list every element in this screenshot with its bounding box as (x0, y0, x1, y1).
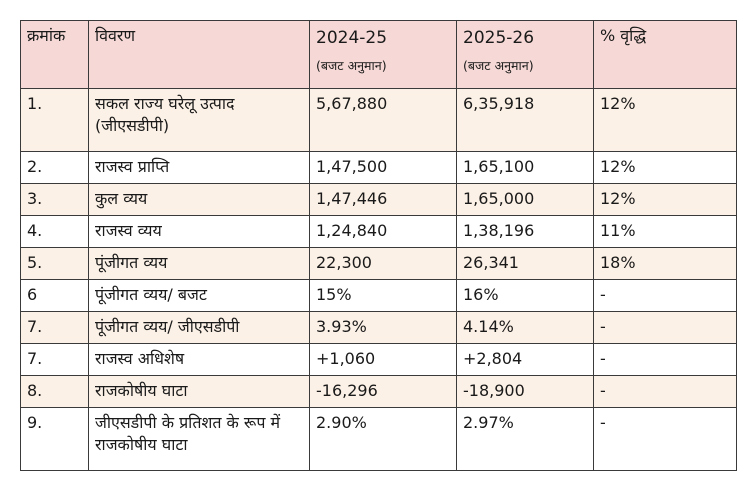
cell-growth: - (593, 375, 737, 408)
cell-growth: - (593, 311, 737, 344)
cell-2025-26: 26,341 (456, 247, 594, 280)
table-row: 4. राजस्व व्यय 1,24,840 1,38,196 11% (20, 215, 737, 248)
cell-item: राजस्व अधिशेष (88, 343, 310, 376)
cell-growth: - (593, 279, 737, 312)
table-row: 2. राजस्व प्राप्ति 1,47,500 1,65,100 12% (20, 151, 737, 184)
table-row: 6 पूंजीगत व्यय/ बजट 15% 16% - (20, 279, 737, 312)
cell-growth: 12% (593, 151, 737, 184)
cell-2024-25: 2.90% (309, 407, 457, 471)
cell-2024-25: 5,67,880 (309, 88, 457, 152)
cell-item: राजस्व प्राप्ति (88, 151, 310, 184)
cell-item: पूंजीगत व्यय/ बजट (88, 279, 310, 312)
cell-2024-25: 22,300 (309, 247, 457, 280)
cell-2024-25: 15% (309, 279, 457, 312)
cell-2025-26: 1,65,100 (456, 151, 594, 184)
cell-growth: - (593, 407, 737, 471)
cell-2024-25: 1,47,446 (309, 183, 457, 216)
cell-item: पूंजीगत व्यय/ जीएसडीपी (88, 311, 310, 344)
cell-2025-26: 16% (456, 279, 594, 312)
cell-item: कुल व्यय (88, 183, 310, 216)
header-2025-26-sub: (बजट अनुमान) (463, 58, 534, 73)
cell-2025-26: 4.14% (456, 311, 594, 344)
header-2025-26: 2025-26 (बजट अनुमान) (456, 20, 594, 89)
cell-2024-25: 3.93% (309, 311, 457, 344)
header-2024-25: 2024-25 (बजट अनुमान) (309, 20, 457, 89)
cell-serial: 6 (20, 279, 89, 312)
cell-serial: 9. (20, 407, 89, 471)
cell-2025-26: +2,804 (456, 343, 594, 376)
cell-serial: 5. (20, 247, 89, 280)
cell-2025-26: 6,35,918 (456, 88, 594, 152)
cell-serial: 2. (20, 151, 89, 184)
cell-2025-26: 2.97% (456, 407, 594, 471)
table-row: 5. पूंजीगत व्यय 22,300 26,341 18% (20, 247, 737, 280)
header-2024-25-sub: (बजट अनुमान) (316, 58, 387, 73)
cell-item: राजकोषीय घाटा (88, 375, 310, 408)
cell-serial: 4. (20, 215, 89, 248)
table-row: 3. कुल व्यय 1,47,446 1,65,000 12% (20, 183, 737, 216)
cell-serial: 3. (20, 183, 89, 216)
cell-2025-26: -18,900 (456, 375, 594, 408)
cell-item: राजस्व व्यय (88, 215, 310, 248)
header-serial: क्रमांक (20, 20, 89, 89)
cell-item: जीएसडीपी के प्रतिशत के रूप में राजकोषीय … (88, 407, 310, 471)
cell-item: पूंजीगत व्यय (88, 247, 310, 280)
cell-growth: 12% (593, 88, 737, 152)
table-row: 7. राजस्व अधिशेष +1,060 +2,804 - (20, 343, 737, 376)
header-growth: % वृद्धि (593, 20, 737, 89)
header-particulars: विवरण (88, 20, 310, 89)
cell-growth: 18% (593, 247, 737, 280)
table-row: 9. जीएसडीपी के प्रतिशत के रूप में राजकोष… (20, 407, 737, 471)
cell-2025-26: 1,65,000 (456, 183, 594, 216)
cell-serial: 8. (20, 375, 89, 408)
cell-2024-25: 1,47,500 (309, 151, 457, 184)
cell-2024-25: 1,24,840 (309, 215, 457, 248)
table-row: 7. पूंजीगत व्यय/ जीएसडीपी 3.93% 4.14% - (20, 311, 737, 344)
cell-growth: 12% (593, 183, 737, 216)
cell-2025-26: 1,38,196 (456, 215, 594, 248)
cell-item: सकल राज्य घरेलू उत्पाद (जीएसडीपी) (88, 88, 310, 152)
header-2024-25-year: 2024-25 (316, 28, 388, 48)
cell-2024-25: -16,296 (309, 375, 457, 408)
cell-serial: 7. (20, 311, 89, 344)
cell-2024-25: +1,060 (309, 343, 457, 376)
header-2025-26-year: 2025-26 (463, 28, 535, 48)
cell-growth: - (593, 343, 737, 376)
table-row: 8. राजकोषीय घाटा -16,296 -18,900 - (20, 375, 737, 408)
table-row: 1. सकल राज्य घरेलू उत्पाद (जीएसडीपी) 5,6… (20, 88, 737, 152)
cell-growth: 11% (593, 215, 737, 248)
cell-serial: 7. (20, 343, 89, 376)
cell-serial: 1. (20, 88, 89, 152)
table-header-row: क्रमांक विवरण 2024-25 (बजट अनुमान) 2025-… (20, 20, 737, 89)
budget-table: क्रमांक विवरण 2024-25 (बजट अनुमान) 2025-… (20, 20, 737, 471)
